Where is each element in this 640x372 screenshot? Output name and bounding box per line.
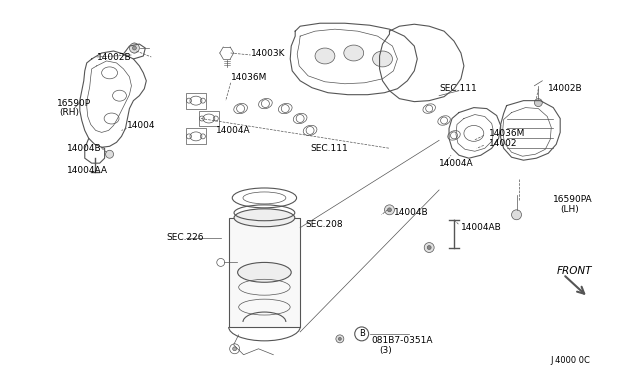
Circle shape bbox=[339, 337, 341, 340]
Circle shape bbox=[233, 347, 237, 351]
Bar bbox=[186, 128, 206, 144]
Text: 14004B: 14004B bbox=[67, 144, 102, 153]
Text: 14003K: 14003K bbox=[250, 48, 285, 58]
Text: 14004A: 14004A bbox=[439, 159, 474, 168]
Text: FRONT: FRONT bbox=[556, 266, 592, 276]
Circle shape bbox=[129, 43, 140, 53]
Text: 14004AB: 14004AB bbox=[461, 223, 502, 232]
Bar bbox=[228, 218, 300, 327]
Text: J 4000 0C: J 4000 0C bbox=[550, 356, 590, 365]
Text: (LH): (LH) bbox=[560, 205, 579, 214]
Text: (RH): (RH) bbox=[59, 108, 79, 117]
Text: 14002: 14002 bbox=[489, 139, 517, 148]
Text: SEC.208: SEC.208 bbox=[305, 220, 343, 229]
Text: 14004AA: 14004AA bbox=[67, 166, 108, 174]
Ellipse shape bbox=[464, 125, 484, 141]
Text: 16590PA: 16590PA bbox=[553, 195, 593, 204]
Text: 14004A: 14004A bbox=[216, 126, 250, 135]
Text: 14002B: 14002B bbox=[548, 84, 583, 93]
Text: 16590P: 16590P bbox=[57, 99, 91, 108]
Text: SEC.111: SEC.111 bbox=[439, 84, 477, 93]
Circle shape bbox=[385, 205, 394, 215]
Text: (3): (3) bbox=[380, 346, 392, 355]
Ellipse shape bbox=[237, 262, 291, 282]
Circle shape bbox=[106, 150, 113, 158]
Ellipse shape bbox=[190, 96, 202, 105]
Text: 081B7-0351A: 081B7-0351A bbox=[372, 336, 433, 345]
Text: B: B bbox=[359, 329, 365, 339]
Circle shape bbox=[336, 335, 344, 343]
Text: SEC.226: SEC.226 bbox=[166, 233, 204, 242]
Circle shape bbox=[387, 208, 392, 212]
Ellipse shape bbox=[344, 45, 364, 61]
Circle shape bbox=[424, 243, 434, 253]
Circle shape bbox=[511, 210, 522, 220]
Ellipse shape bbox=[372, 51, 392, 67]
Text: 14036M: 14036M bbox=[489, 129, 525, 138]
Circle shape bbox=[534, 99, 542, 107]
Circle shape bbox=[427, 246, 431, 250]
Bar bbox=[199, 110, 219, 126]
Ellipse shape bbox=[315, 48, 335, 64]
Text: SEC.111: SEC.111 bbox=[310, 144, 348, 153]
Ellipse shape bbox=[203, 114, 215, 123]
Ellipse shape bbox=[190, 132, 202, 141]
Ellipse shape bbox=[234, 209, 295, 227]
Text: 14004: 14004 bbox=[127, 121, 155, 130]
Text: 14036M: 14036M bbox=[230, 73, 267, 82]
Bar bbox=[186, 93, 206, 109]
Text: 14004B: 14004B bbox=[394, 208, 429, 217]
Text: 14002B: 14002B bbox=[97, 54, 131, 62]
Circle shape bbox=[132, 46, 136, 50]
